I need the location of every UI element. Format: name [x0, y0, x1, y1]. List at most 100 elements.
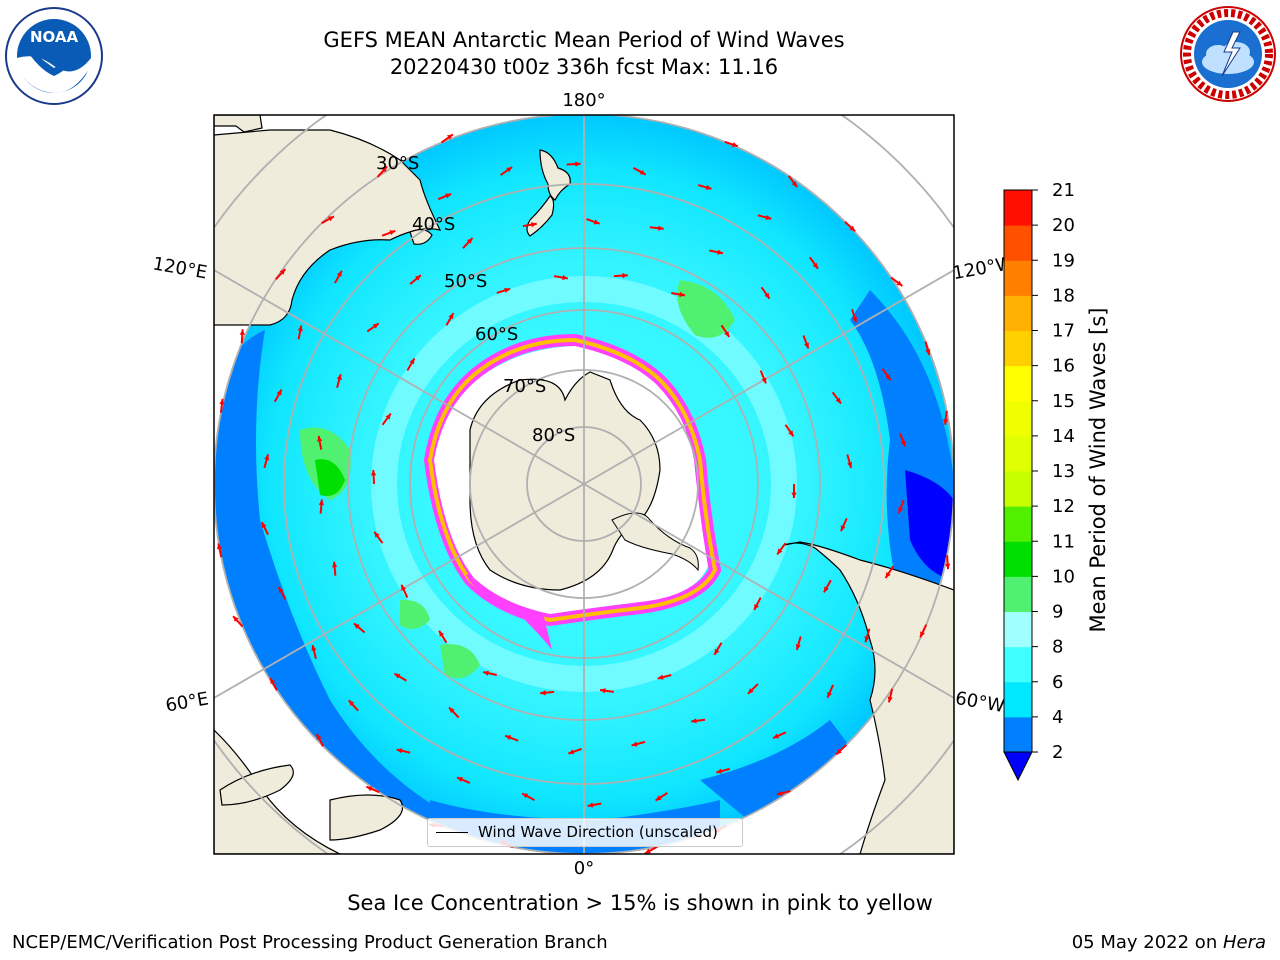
wind-arrow-head: [276, 389, 282, 396]
legend-label: Wind Wave Direction (unscaled): [478, 823, 718, 841]
wind-arrow-head: [278, 586, 284, 593]
wind-arrow-head: [374, 531, 380, 538]
wind-arrow-head: [864, 636, 870, 643]
new-zealand-north: [539, 149, 571, 201]
wind-arrow-head: [522, 793, 529, 799]
colorbar-tick-label: 20: [1052, 215, 1075, 236]
colorbar-segment: [1004, 471, 1032, 507]
wind-arrow-head: [401, 584, 407, 591]
colorbar-tick-label: 13: [1052, 461, 1075, 482]
colorbar-segment: [1004, 435, 1032, 472]
colorbar-tick-label: 10: [1052, 566, 1075, 587]
wind-arrow-head: [835, 397, 841, 404]
colorbar-tick-label: 2: [1052, 742, 1063, 763]
wind-arrow-head: [679, 291, 686, 298]
wind-arrow-head: [852, 316, 858, 323]
wind-arrow-head: [943, 419, 949, 425]
lat-label-60s: 60°S: [475, 324, 518, 345]
colorbar-tick-label: 17: [1052, 321, 1075, 342]
wind-arrow-head: [765, 214, 772, 220]
chart-title: GEFS MEAN Antarctic Mean Period of Wind …: [323, 28, 845, 52]
wind-arrow-head: [896, 280, 903, 286]
wind-arrow-head: [370, 470, 377, 476]
wind-arrow-head: [505, 735, 512, 741]
credit-date: 05 May 2022 on: [1071, 932, 1223, 953]
wind-arrow-head: [657, 674, 664, 680]
colorbar-tick-label: 8: [1052, 637, 1063, 658]
wind-arrow-head: [622, 272, 628, 279]
colorbar-segment: [1004, 225, 1032, 261]
wind-arrow-head: [847, 462, 853, 468]
colorbar-segment: [1004, 681, 1032, 718]
wind-arrow-head: [714, 648, 720, 655]
colorbar-segment: [1004, 190, 1032, 226]
credit-right: 05 May 2022 on Hera: [1072, 932, 1266, 953]
wind-arrow-head: [776, 790, 783, 796]
wind-arrow-head: [540, 690, 546, 696]
wind-arrow-head: [381, 166, 388, 173]
colorbar-tick-label: 16: [1052, 356, 1075, 377]
wind-arrow-head: [754, 603, 759, 610]
wind-arrow-head: [945, 563, 951, 570]
wind-arrow-head: [506, 167, 513, 173]
wind-arrow-head: [396, 748, 403, 754]
colorbar-segment: [1004, 716, 1032, 753]
wind-arrow-head: [716, 768, 723, 774]
wind-arrow-head: [261, 522, 267, 529]
madagascar-land: [219, 764, 294, 806]
wind-arrow-head: [233, 616, 239, 622]
wind-arrow-head: [840, 525, 846, 532]
wind-arrow-head: [456, 777, 463, 782]
colorbar: 2 4 6 8 9 10 11 12 13 14 15 16 17 18 19 20 21: [1003, 180, 1075, 782]
lat-label-50s: 50°S: [444, 271, 487, 292]
colorbar-tick-label: 18: [1052, 285, 1075, 306]
wind-arrow-head: [331, 561, 338, 568]
wind-arrow-head: [887, 696, 893, 703]
colorbar-segment: [1004, 260, 1032, 296]
wind-arrow-head: [644, 848, 651, 854]
wind-arrow-head: [366, 786, 373, 792]
sea-ice-note: Sea Ice Concentration > 15% is shown in …: [347, 891, 933, 915]
wind-arrow-head: [788, 430, 794, 437]
noaa-logo-text: NOAA: [30, 28, 79, 46]
wind-arrow-head: [448, 313, 454, 320]
colorbar-tick-label: 15: [1052, 391, 1075, 412]
wind-arrow-head: [316, 733, 322, 740]
legend-line-sample: [436, 832, 468, 833]
wind-arrow-head: [297, 325, 303, 332]
africa-land: [214, 729, 341, 854]
wind-arrow-head: [658, 225, 664, 231]
wind-arrow-head: [239, 329, 245, 335]
wind-arrow-head: [562, 274, 568, 281]
wind-arrow-head: [372, 323, 379, 329]
wind-arrow-head: [270, 678, 276, 685]
colorbar-segment: [1004, 611, 1032, 648]
lat-label-40s: 40°S: [412, 214, 455, 235]
wind-arrow-head: [385, 413, 391, 420]
wind-arrow-head: [639, 169, 646, 175]
wind-arrow-head: [216, 543, 223, 550]
wind-arrow-head: [587, 802, 594, 808]
colorbar-tick-label: 21: [1052, 180, 1075, 201]
wind-arrow-head: [409, 358, 415, 365]
wind-arrow-head: [836, 748, 842, 755]
wind-arrow-head: [791, 492, 797, 498]
wind-arrow-head: [317, 435, 323, 442]
wind-arrow-head: [466, 237, 473, 244]
lon-label-bottom: 0°: [574, 858, 594, 879]
wind-arrow-head: [731, 142, 738, 148]
wind-arrow-head: [761, 377, 767, 384]
wind-arrow-head: [449, 707, 455, 714]
wind-arrow-head: [791, 181, 798, 188]
lon-label-60e: 60°E: [164, 688, 210, 716]
wind-arrow-head: [898, 507, 904, 514]
longitude-gridlines: [214, 115, 954, 854]
wind-arrow-head: [717, 249, 724, 255]
wind-arrow-head: [631, 741, 638, 747]
lon-label-60w: 60°W: [954, 688, 1007, 717]
wind-arrow-head: [348, 700, 355, 707]
australia-land: [214, 129, 442, 326]
wind-arrow-head: [804, 342, 809, 349]
wind-arrow-head: [279, 269, 286, 275]
colorbar-tick-label: 11: [1052, 531, 1075, 552]
